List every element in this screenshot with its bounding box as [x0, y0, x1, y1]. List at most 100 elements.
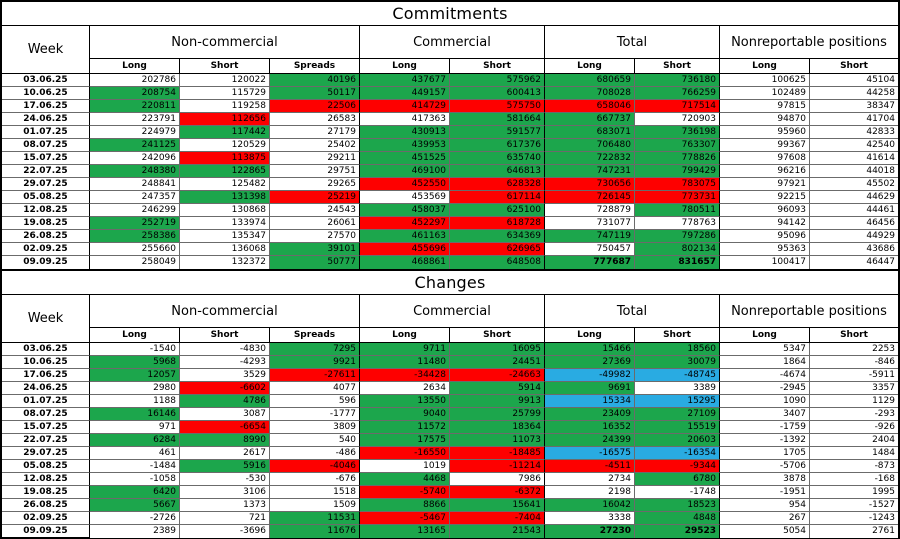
subheader-nr-short: Short	[840, 330, 868, 340]
week-cell: 10.06.25	[2, 87, 90, 100]
value-cell: 18523	[635, 499, 720, 512]
value-cell: 97921	[720, 178, 810, 191]
value-cell: 247357	[90, 191, 180, 204]
value-cell: 4786	[180, 395, 270, 408]
value-cell: 27570	[270, 230, 360, 243]
table-row: 26.08.25 258386 135347 27570 461163 634369 747…	[2, 230, 898, 243]
table-row: 12.08.25 246299 130868 24543 458037 625100 728…	[2, 204, 898, 217]
value-cell: -16354	[635, 447, 720, 460]
value-cell: 25402	[270, 139, 360, 152]
value-cell: 778826	[635, 152, 720, 165]
week-cell: 24.06.25	[2, 113, 90, 126]
week-cell: 19.08.25	[2, 486, 90, 499]
value-cell: 2198	[545, 486, 635, 499]
value-cell: 452297	[360, 217, 450, 230]
table-row: 29.07.25 248841 125482 29265 452550 628328 730…	[2, 178, 898, 191]
value-cell: 27179	[270, 126, 360, 139]
value-cell: 726145	[545, 191, 635, 204]
value-cell: 94870	[720, 113, 810, 126]
value-cell: 100417	[720, 256, 810, 269]
table-row: 17.06.25 12057 3529 -27611 -34428 -24663 -4998…	[2, 369, 898, 382]
value-cell: 766259	[635, 87, 720, 100]
value-cell: -486	[270, 447, 360, 460]
value-cell: 783075	[635, 178, 720, 191]
value-cell: 451525	[360, 152, 450, 165]
value-cell: 3878	[720, 473, 810, 486]
value-cell: 618728	[450, 217, 545, 230]
value-cell: 42540	[810, 139, 898, 152]
value-cell: 25799	[450, 408, 545, 421]
group-header-noncommercial: Non-commercial	[90, 295, 360, 328]
value-cell: -16575	[545, 447, 635, 460]
value-cell: 27109	[635, 408, 720, 421]
value-cell: 3087	[180, 408, 270, 421]
value-cell: 468861	[360, 256, 450, 269]
value-cell: -6372	[450, 486, 545, 499]
value-cell: 15466	[545, 343, 635, 356]
value-cell: 131398	[180, 191, 270, 204]
week-cell: 03.06.25	[2, 343, 90, 356]
value-cell: -2945	[720, 382, 810, 395]
value-cell: -3696	[180, 525, 270, 538]
week-cell: 29.07.25	[2, 447, 90, 460]
subheader-c-long: Long	[360, 328, 450, 342]
value-cell: 2734	[545, 473, 635, 486]
week-cell: 08.07.25	[2, 408, 90, 421]
value-cell: 461163	[360, 230, 450, 243]
table-row: 26.08.25 5667 1373 1509 8866 15641 16042 18523 9…	[2, 499, 898, 512]
value-cell: 13165	[360, 525, 450, 538]
value-cell: 24543	[270, 204, 360, 217]
subheader-c-short: Short	[450, 328, 545, 342]
value-cell: 95363	[720, 243, 810, 256]
value-cell: 130868	[180, 204, 270, 217]
subheader-t-long: Long	[545, 328, 635, 342]
value-cell: 780511	[635, 204, 720, 217]
value-cell: 2389	[90, 525, 180, 538]
table-row: 05.08.25 -1484 5916 -4046 1019 -11214 -4511 -93…	[2, 460, 898, 473]
value-cell: 96216	[720, 165, 810, 178]
table-row: 19.08.25 6420 3106 1518 -5740 -6372 2198 -1748-…	[2, 486, 898, 499]
group-header-commercial: Commercial	[360, 26, 545, 59]
value-cell: 1484	[810, 447, 898, 460]
value-cell: -5706	[720, 460, 810, 473]
value-cell: -676	[270, 473, 360, 486]
week-cell: 15.07.25	[2, 421, 90, 434]
subheader-t-short: Short	[635, 59, 720, 73]
value-cell: 437677	[360, 74, 450, 87]
value-cell: 722832	[545, 152, 635, 165]
value-cell: 414729	[360, 100, 450, 113]
value-cell: 95096	[720, 230, 810, 243]
value-cell: 658046	[545, 100, 635, 113]
changes-rows: 03.06.25 -1540 -4830 7295 9711 16095 15466 1856…	[2, 343, 898, 538]
value-cell: 591577	[450, 126, 545, 139]
value-cell: 680659	[545, 74, 635, 87]
value-cell: 92215	[720, 191, 810, 204]
value-cell: 99367	[720, 139, 810, 152]
value-cell: 5916	[180, 460, 270, 473]
value-cell: 1129	[810, 395, 898, 408]
subheader-nc-long: Long	[90, 59, 180, 73]
value-cell: 41614	[810, 152, 898, 165]
value-cell: 453569	[360, 191, 450, 204]
table-header: Week Non-commercial Commercial Total Non…	[2, 26, 898, 74]
value-cell: -530	[180, 473, 270, 486]
value-cell: 773731	[635, 191, 720, 204]
value-cell: 252719	[90, 217, 180, 230]
value-cell: 220811	[90, 100, 180, 113]
value-cell: 11480	[360, 356, 450, 369]
value-cell: 469100	[360, 165, 450, 178]
value-cell: -18485	[450, 447, 545, 460]
table-header: Week Non-commercial Commercial Total Non…	[2, 295, 898, 343]
value-cell: 132372	[180, 256, 270, 269]
value-cell: 15295	[635, 395, 720, 408]
table-row: 24.06.25 2980 -6602 4077 2634 5914 9691 3389 -29…	[2, 382, 898, 395]
week-cell: 10.06.25	[2, 356, 90, 369]
value-cell: 683071	[545, 126, 635, 139]
value-cell: 120529	[180, 139, 270, 152]
value-cell: 1705	[720, 447, 810, 460]
value-cell: 6420	[90, 486, 180, 499]
table-row: 15.07.25 242096 113875 29211 451525 635740 722…	[2, 152, 898, 165]
value-cell: -11214	[450, 460, 545, 473]
value-cell: 2617	[180, 447, 270, 460]
value-cell: 455696	[360, 243, 450, 256]
